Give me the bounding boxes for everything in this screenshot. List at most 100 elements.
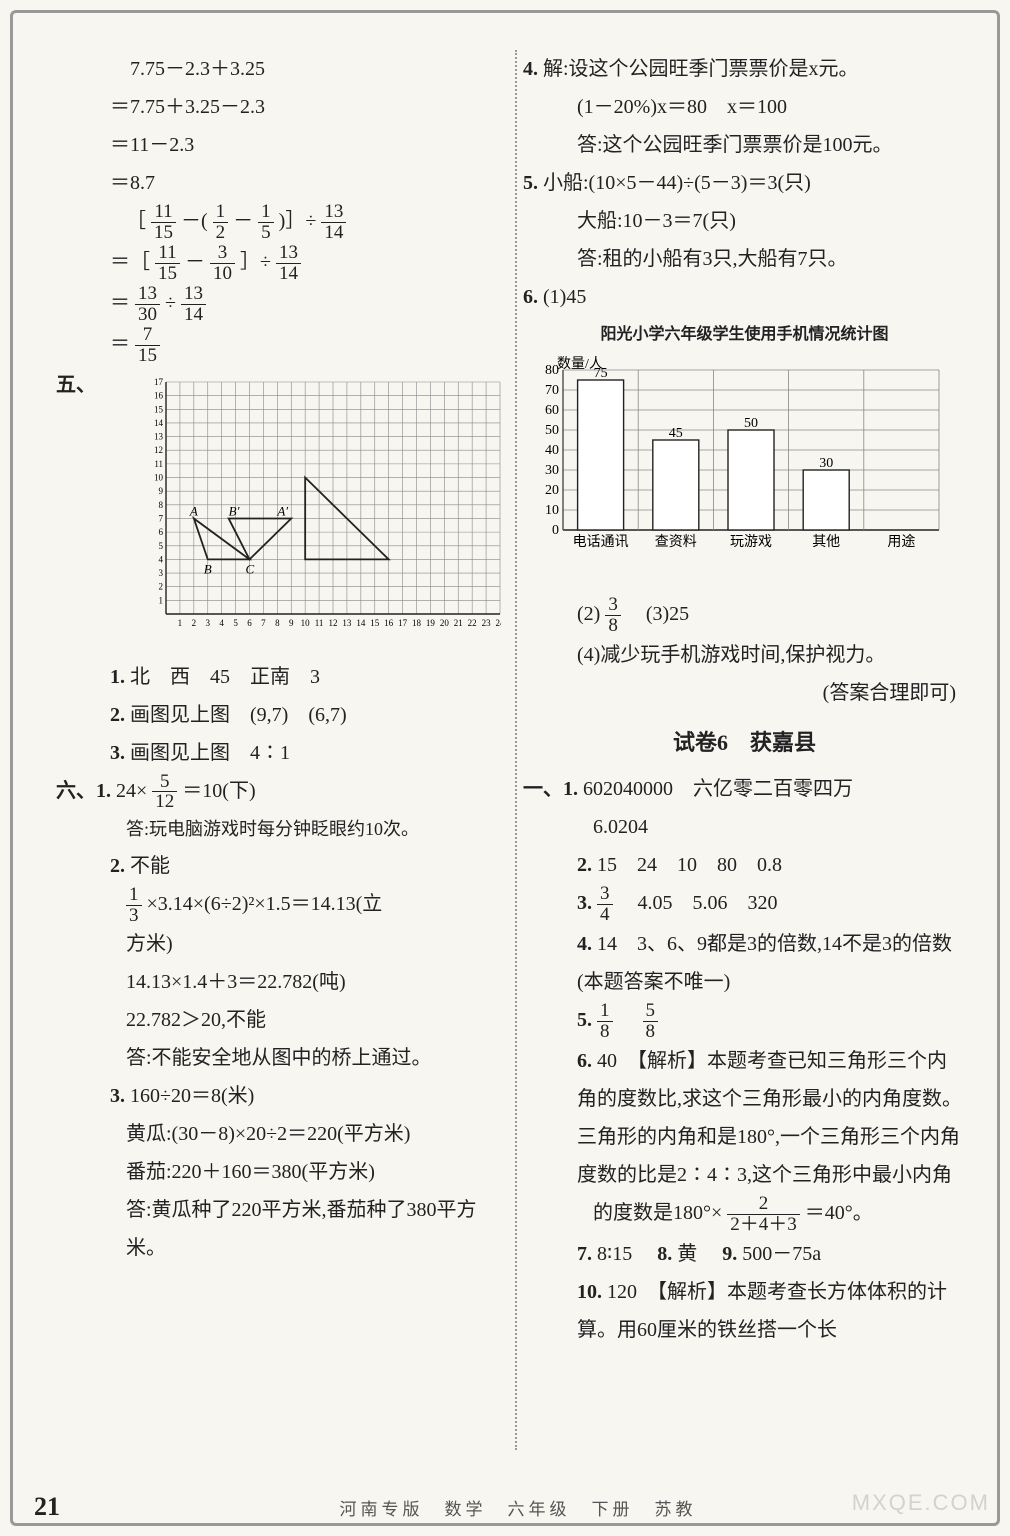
q5-2: 2. 画图见上图 (9,7) (6,7) bbox=[56, 696, 501, 734]
svg-text:5: 5 bbox=[159, 540, 164, 550]
svg-text:1: 1 bbox=[178, 618, 183, 628]
svg-text:2: 2 bbox=[192, 618, 197, 628]
calc1-l4: ＝8.7 bbox=[56, 164, 501, 202]
svg-text:80: 80 bbox=[545, 363, 559, 378]
q6-2-head: 2. 不能 bbox=[56, 847, 501, 885]
r-q5-l3: 答:租的小船有3只,大船有7只。 bbox=[523, 240, 966, 278]
chart-title: 阳光小学六年级学生使用手机情况统计图 bbox=[523, 320, 966, 350]
svg-text:3: 3 bbox=[206, 618, 211, 628]
q6-2-l1b: 方米) bbox=[56, 925, 501, 963]
svg-text:电话通讯: 电话通讯 bbox=[573, 534, 629, 550]
q6-1-ans: 答:玩电脑游戏时每分钟眨眼约10次。 bbox=[56, 812, 501, 846]
svg-text:16: 16 bbox=[384, 618, 394, 628]
page-number: 21 bbox=[34, 1492, 60, 1522]
r-q4-l1: 4. 解:设这个公园旺季门票票价是x元。 bbox=[523, 50, 966, 88]
svg-text:2: 2 bbox=[159, 581, 164, 591]
r-a6: 6. 40 【解析】本题考查已知三角形三个内角的度数比,求这个三角形最小的内角度… bbox=[523, 1042, 966, 1194]
right-column: 4. 解:设这个公园旺季门票票价是x元。 (1－20%)x＝80 x＝100 答… bbox=[517, 40, 980, 1460]
svg-text:A: A bbox=[189, 503, 198, 518]
r-a3: 3. 34 4.05 5.06 320 bbox=[523, 884, 966, 925]
svg-text:24: 24 bbox=[496, 618, 502, 628]
svg-text:10: 10 bbox=[154, 472, 164, 482]
q6-3-l3: 番茄:220＋160＝380(平方米) bbox=[56, 1153, 501, 1191]
svg-text:B′: B′ bbox=[229, 503, 240, 518]
q6-2-l1: 13 ×3.14×(6÷2)²×1.5＝14.13(立 bbox=[56, 885, 501, 926]
svg-text:7: 7 bbox=[159, 513, 164, 523]
svg-text:75: 75 bbox=[594, 366, 608, 381]
q5-3: 3. 画图见上图 4∶1 bbox=[56, 734, 501, 772]
svg-text:23: 23 bbox=[482, 618, 492, 628]
svg-text:3: 3 bbox=[159, 568, 164, 578]
svg-text:17: 17 bbox=[398, 618, 408, 628]
q6-3-l2: 黄瓜:(30－8)×20÷2＝220(平方米) bbox=[56, 1115, 501, 1153]
svg-text:10: 10 bbox=[301, 618, 311, 628]
r-q5-l1: 5. 小船:(10×5－44)÷(5－3)＝3(只) bbox=[523, 164, 966, 202]
svg-text:11: 11 bbox=[154, 458, 163, 468]
calc2-row2: ＝［ 1115 － 310 ］÷ 1314 bbox=[56, 243, 501, 284]
svg-text:14: 14 bbox=[154, 417, 164, 427]
r-a1b: 6.0204 bbox=[523, 808, 966, 846]
svg-text:10: 10 bbox=[545, 503, 559, 518]
calc2-row1: ［ 1115 －( 12 － 15 )］÷ 1314 bbox=[56, 202, 501, 243]
paper-title: 试卷6 获嘉县 bbox=[523, 722, 966, 764]
r-a789: 7. 8∶15 8. 黄 9. 500－75a bbox=[523, 1235, 966, 1273]
svg-text:50: 50 bbox=[744, 416, 758, 431]
svg-text:A′: A′ bbox=[276, 503, 288, 518]
r-a10: 10. 120 【解析】本题考查长方体体积的计算。用60厘米的铁丝搭一个长 bbox=[523, 1273, 966, 1349]
calc1-l3: ＝11－2.3 bbox=[56, 126, 501, 164]
svg-text:9: 9 bbox=[159, 486, 164, 496]
q6-1: 六、1. 24× 512 ＝10(下) bbox=[56, 772, 501, 813]
r-q6-note: (答案合理即可) bbox=[523, 674, 966, 712]
svg-text:20: 20 bbox=[545, 483, 559, 498]
r-a6b: 的度数是180°× 22＋4＋3 ＝40°。 bbox=[523, 1194, 966, 1235]
svg-text:7: 7 bbox=[261, 618, 266, 628]
svg-text:12: 12 bbox=[329, 618, 338, 628]
svg-text:4: 4 bbox=[159, 554, 164, 564]
svg-text:B: B bbox=[204, 561, 212, 576]
svg-text:1: 1 bbox=[159, 595, 164, 605]
svg-text:30: 30 bbox=[819, 456, 833, 471]
grid-figure: 1234567891011121314151617181920212223241… bbox=[140, 372, 501, 652]
section5-label: 五、 bbox=[56, 366, 96, 404]
svg-text:4: 4 bbox=[219, 618, 224, 628]
svg-text:8: 8 bbox=[275, 618, 280, 628]
q6-3-ans: 答:黄瓜种了220平方米,番茄种了380平方米。 bbox=[56, 1191, 501, 1267]
r-q5-l2: 大船:10－3＝7(只) bbox=[523, 202, 966, 240]
svg-text:6: 6 bbox=[247, 618, 252, 628]
r-a2: 2. 15 24 10 80 0.8 bbox=[523, 846, 966, 884]
svg-text:C: C bbox=[246, 561, 255, 576]
svg-text:40: 40 bbox=[545, 443, 559, 458]
svg-text:45: 45 bbox=[669, 426, 683, 441]
svg-text:22: 22 bbox=[468, 618, 477, 628]
left-column: 7.75－2.3＋3.25 ＝7.75＋3.25－2.3 ＝11－2.3 ＝8.… bbox=[50, 40, 515, 1460]
r-q6-23: (2) 38 (3)25 bbox=[523, 595, 966, 636]
calc2-row4: ＝ 715 bbox=[56, 325, 501, 366]
calc1-l2: ＝7.75＋3.25－2.3 bbox=[56, 88, 501, 126]
q6-2-ans: 答:不能安全地从图中的桥上通过。 bbox=[56, 1039, 501, 1077]
calc1-l1: 7.75－2.3＋3.25 bbox=[56, 50, 501, 88]
r-a5: 5. 18 58 bbox=[523, 1001, 966, 1042]
svg-text:18: 18 bbox=[412, 618, 422, 628]
svg-text:30: 30 bbox=[545, 463, 559, 478]
svg-text:17: 17 bbox=[154, 377, 164, 387]
calc2-row3: ＝ 1330 ÷ 1314 bbox=[56, 284, 501, 325]
svg-text:0: 0 bbox=[552, 523, 559, 538]
svg-text:15: 15 bbox=[154, 404, 164, 414]
svg-text:5: 5 bbox=[233, 618, 238, 628]
svg-text:15: 15 bbox=[370, 618, 380, 628]
section5-row: 五、 1234567891011121314151617181920212223… bbox=[56, 366, 501, 658]
watermark: MXQE.COM bbox=[852, 1490, 990, 1516]
svg-text:9: 9 bbox=[289, 618, 294, 628]
q5-1: 1. 北 西 45 正南 3 bbox=[56, 658, 501, 696]
svg-text:16: 16 bbox=[154, 390, 164, 400]
q6-3-l1: 3. 160÷20＝8(米) bbox=[56, 1077, 501, 1115]
svg-text:60: 60 bbox=[545, 403, 559, 418]
q6-2-l3: 22.782＞20,不能 bbox=[56, 1001, 501, 1039]
svg-text:8: 8 bbox=[159, 499, 164, 509]
svg-text:14: 14 bbox=[356, 618, 366, 628]
svg-text:6: 6 bbox=[159, 527, 164, 537]
r-q4-l3: 答:这个公园旺季门票票价是100元。 bbox=[523, 126, 966, 164]
svg-text:13: 13 bbox=[154, 431, 164, 441]
svg-text:12: 12 bbox=[154, 445, 163, 455]
q6-2-l2: 14.13×1.4＋3＝22.782(吨) bbox=[56, 963, 501, 1001]
